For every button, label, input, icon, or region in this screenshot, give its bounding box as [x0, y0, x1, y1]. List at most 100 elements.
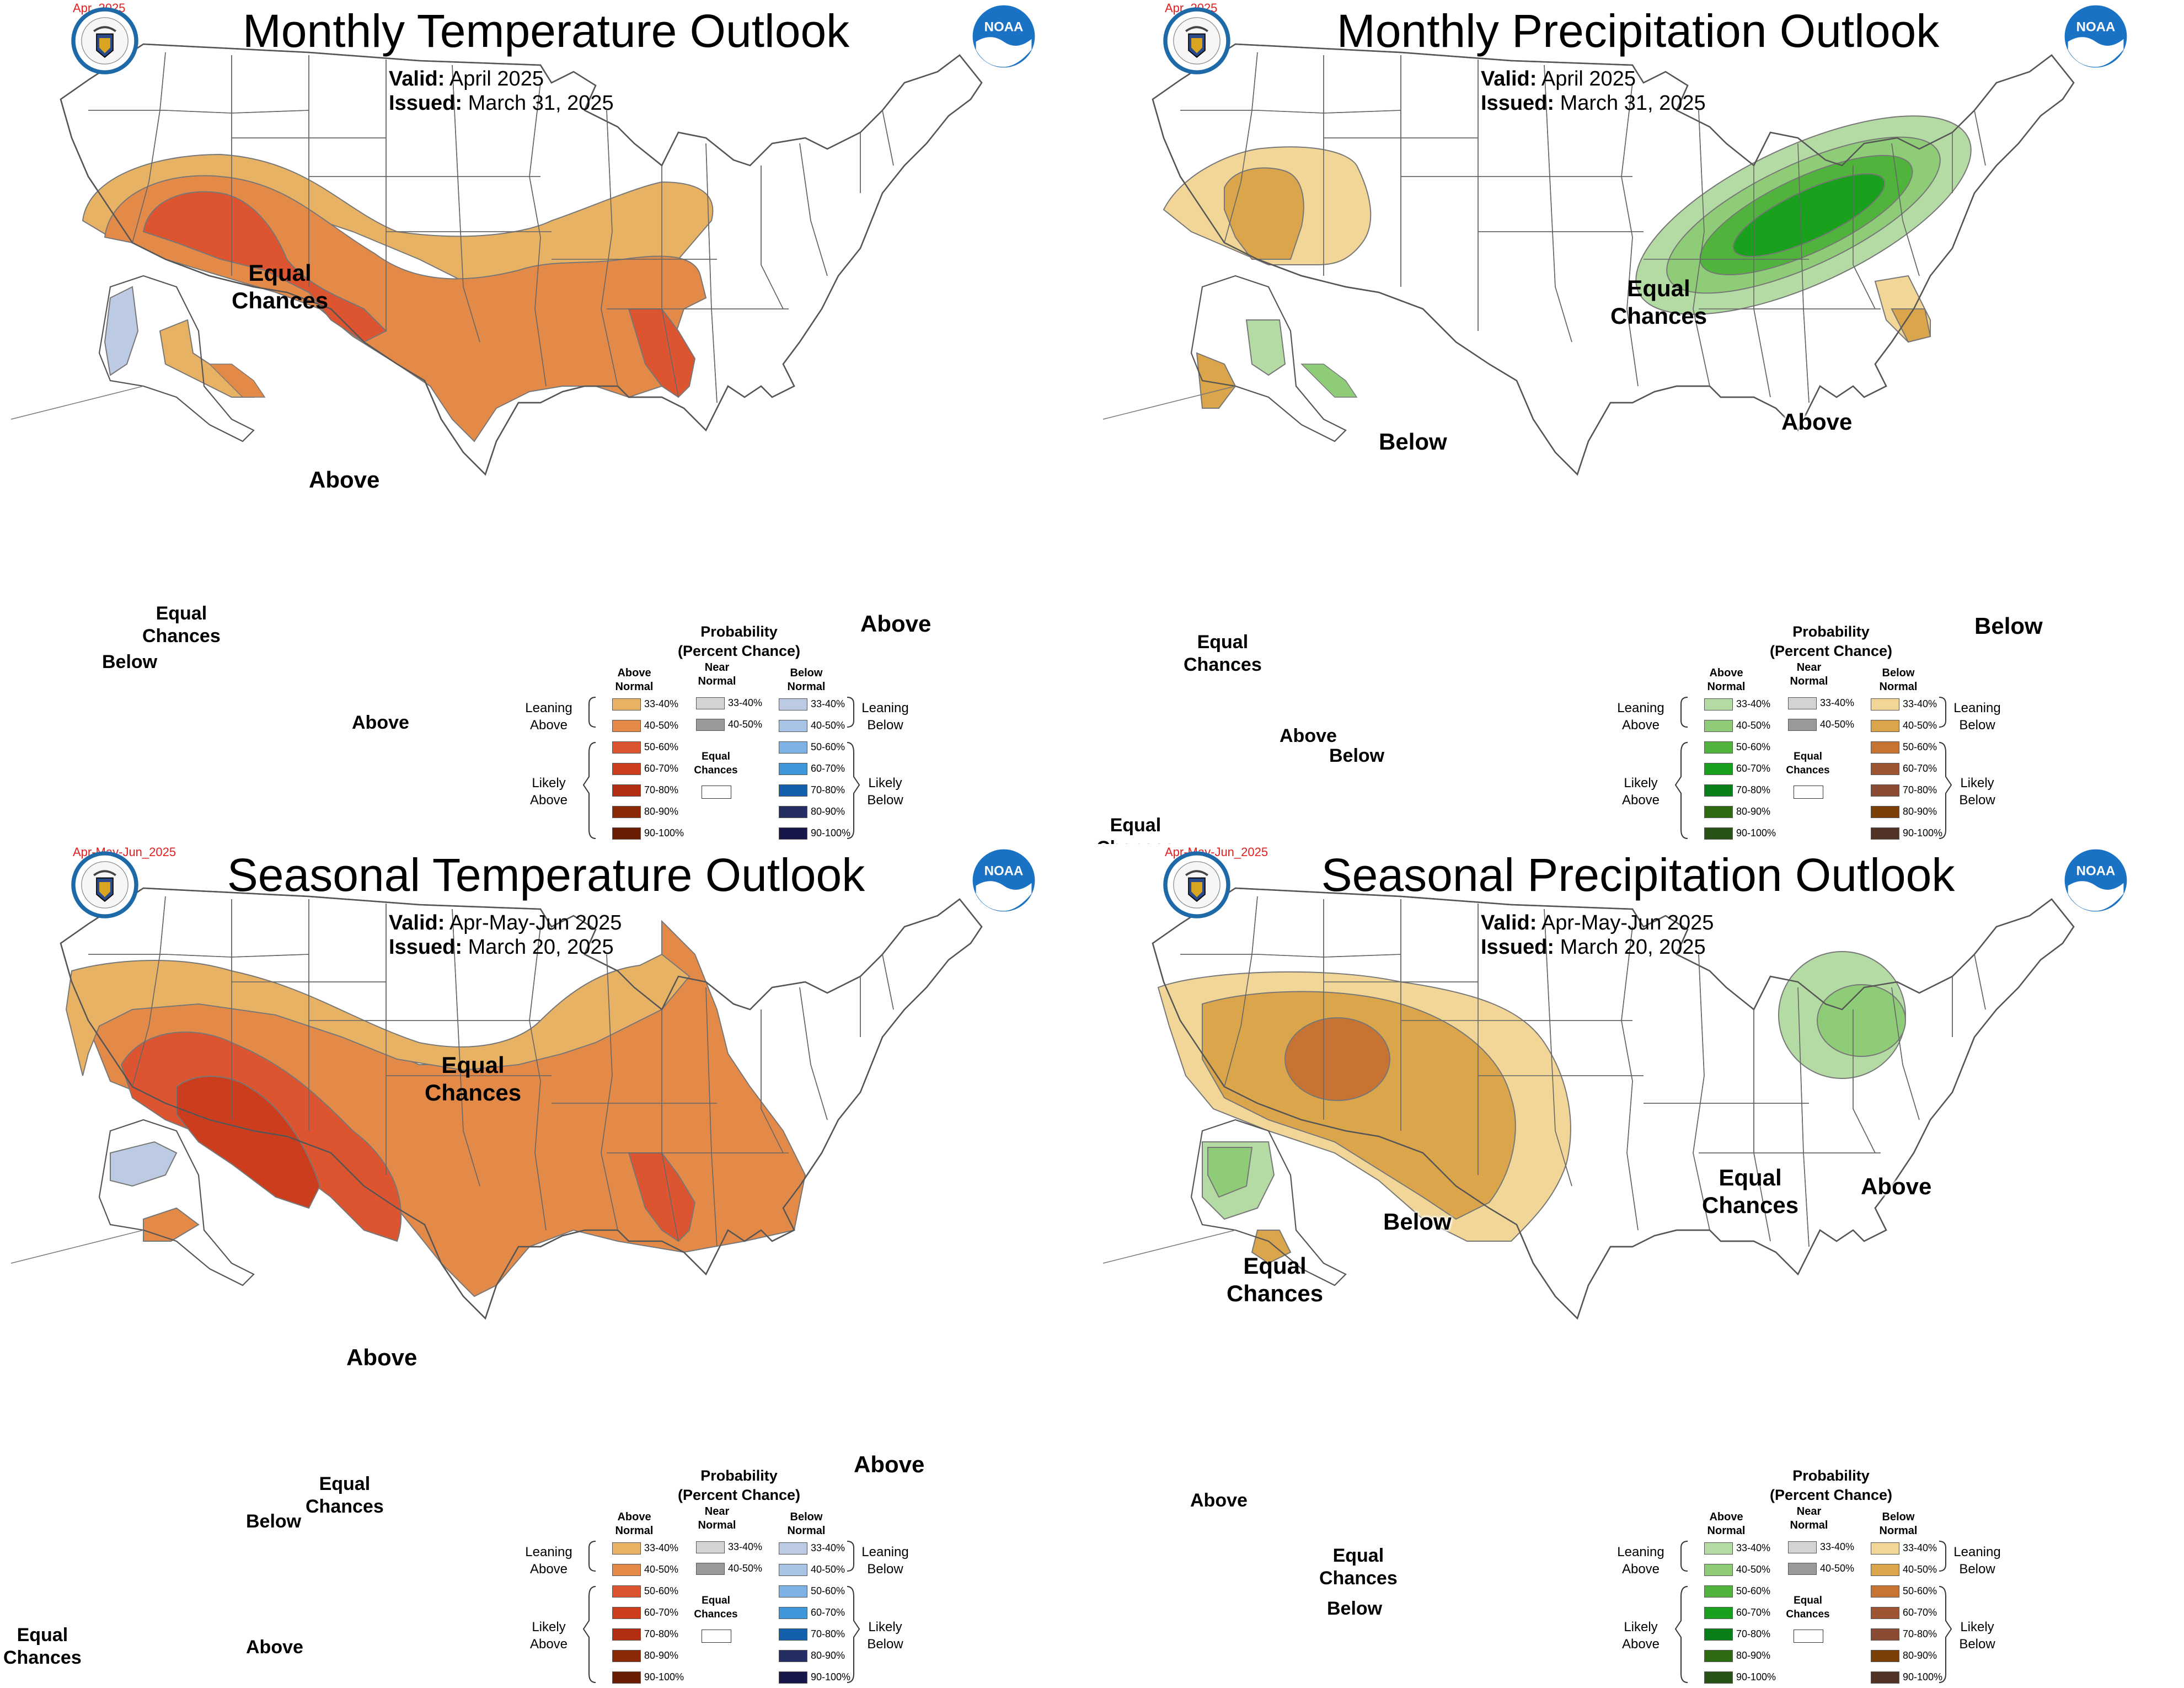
noaa-logo-icon: NOAA: [972, 849, 1035, 912]
svg-text:NOAA: NOAA: [984, 863, 1024, 878]
swatch-above: [612, 1650, 641, 1662]
swatch-label-below: 90-100%: [1903, 827, 1943, 838]
swatch-label-near: 40-50%: [728, 719, 763, 730]
swatch-label-near: 33-40%: [1820, 1541, 1855, 1552]
swatch-label-near: 33-40%: [728, 1541, 763, 1552]
legend-equal-chances: Equal Chances: [1786, 751, 1830, 776]
legend-leaning-below: Leaning Below: [1953, 701, 2001, 733]
swatch-label-below: 70-80%: [811, 1628, 845, 1639]
panel-title: Monthly Temperature Outlook: [242, 5, 850, 57]
swatch-above: [1704, 1671, 1733, 1684]
legend-brackets: [582, 1541, 860, 1683]
swatch-above: [612, 1671, 641, 1684]
panel-title: Seasonal Precipitation Outlook: [1321, 849, 1955, 901]
legend-col-below: Below Normal: [787, 1511, 826, 1537]
label-equal-chances-east: Equal Chances: [1702, 1164, 1799, 1219]
swatch-above: [1704, 763, 1733, 775]
ak-above-zone: [1245, 319, 1286, 376]
legend-likely-below: Likely Below: [867, 776, 903, 808]
swatch-above: [1704, 827, 1733, 840]
swatch-above: [612, 1542, 641, 1555]
swatch-label-below: 60-70%: [1903, 763, 1937, 774]
legend-likely-above: Likely Above: [1621, 1620, 1660, 1652]
ak-above-zone: [143, 1207, 200, 1242]
swatch-below: [1871, 720, 1899, 732]
noaa-logo-icon: NOAA: [2064, 849, 2127, 912]
swatch-below: [1871, 1650, 1899, 1662]
swatch-above: [1704, 1585, 1733, 1598]
swatch-label-near: 40-50%: [728, 1563, 763, 1574]
bracket-above: [1674, 1541, 1688, 1683]
swatch-label-below: 80-90%: [811, 806, 845, 817]
swatch-label-below: 60-70%: [1903, 1607, 1937, 1618]
swatch-label-near: 40-50%: [1820, 719, 1855, 730]
svg-text:NOAA: NOAA: [2076, 863, 2116, 878]
label-below: Below: [1383, 1209, 1452, 1235]
swatch-below: [779, 1628, 807, 1641]
label-ak-below: Below: [1327, 1598, 1383, 1619]
legend-title: Probability (Percent Chance): [677, 623, 801, 660]
swatch-label-above: 90-100%: [644, 827, 684, 838]
swatch-label-below: 80-90%: [1903, 806, 1937, 817]
noaa-logo-icon: NOAA: [2064, 5, 2127, 68]
label-above-florida: Above: [860, 611, 932, 637]
doc-seal-icon: [71, 851, 138, 918]
swatch-label-near: 33-40%: [728, 697, 763, 708]
valid-line: Valid: Apr-May-Jun 2025: [389, 911, 622, 934]
swatch-label-above: 40-50%: [644, 720, 679, 731]
label-ak-equal-chances: Equal Chances: [306, 1473, 384, 1517]
swatch-below: [1871, 763, 1899, 775]
swatch-label-below: 40-50%: [1903, 1564, 1937, 1575]
legend-equal-chances: Equal Chances: [1786, 1595, 1830, 1620]
legend-equal-chances-swatch: [702, 1630, 731, 1643]
bracket-below: [847, 1541, 860, 1683]
zone-precip-above-40-50: [1817, 984, 1906, 1057]
legend-title: Probability (Percent Chance): [1769, 1467, 1893, 1504]
us-map: [10, 887, 983, 1320]
legend-equal-chances-swatch: [702, 786, 731, 799]
swatch-label-above: 70-80%: [644, 1628, 679, 1639]
swatch-near: [1788, 1541, 1817, 1553]
swatch-label-below: 50-60%: [811, 1585, 845, 1596]
legend-equal-chances: Equal Chances: [694, 751, 738, 776]
swatch-label-above: 40-50%: [644, 1564, 679, 1575]
swatch-near: [1788, 1563, 1817, 1575]
legend-col-near: Near Normal: [1790, 1505, 1828, 1531]
panel-seasonal-precipitation: Apr-May-Jun_2025 NOAA Seasonal Precipita…: [1092, 844, 2184, 1688]
swatch-above: [612, 1628, 641, 1641]
label-above: Above: [1781, 409, 1853, 435]
swatch-below: [779, 1542, 807, 1555]
label-equal-chances: Equal Chances: [232, 260, 329, 314]
ak-below-zone: [104, 286, 139, 376]
swatch-above: [1704, 806, 1733, 818]
legend-equal-chances-swatch: [1794, 786, 1823, 799]
bracket-above: [582, 1541, 596, 1683]
swatch-below: [1871, 698, 1899, 711]
issued-line: Issued: March 31, 2025: [1481, 92, 1706, 115]
swatch-above: [1704, 1542, 1733, 1555]
legend-col-above: Above Normal: [1707, 667, 1746, 693]
legend-leaning-below: Leaning Below: [1953, 1545, 2001, 1577]
swatch-near: [696, 1541, 725, 1553]
legend-equal-chances: Equal Chances: [694, 1595, 738, 1620]
legend-brackets: [1674, 697, 1952, 839]
swatch-label-above: 70-80%: [644, 784, 679, 795]
valid-line: Valid: Apr-May-Jun 2025: [1481, 911, 1714, 934]
swatch-above: [612, 741, 641, 754]
label-ak-below: Below: [246, 1511, 302, 1532]
issued-line: Issued: March 20, 2025: [389, 936, 614, 959]
bracket-below: [1939, 697, 1952, 839]
swatch-above: [1704, 1564, 1733, 1576]
swatch-label-below: 50-60%: [1903, 741, 1937, 752]
doc-seal-icon: [1163, 7, 1230, 74]
doc-seal-icon: [71, 7, 138, 74]
swatch-label-above: 60-70%: [644, 763, 679, 774]
legend-col-above: Above Normal: [1707, 1511, 1746, 1537]
legend-col-near: Near Normal: [698, 1505, 736, 1531]
legend-likely-below: Likely Below: [1959, 776, 1995, 808]
swatch-label-near: 40-50%: [1820, 1563, 1855, 1574]
swatch-label-below: 40-50%: [811, 1564, 845, 1575]
swatch-above: [1704, 720, 1733, 732]
bracket-below: [847, 697, 860, 839]
